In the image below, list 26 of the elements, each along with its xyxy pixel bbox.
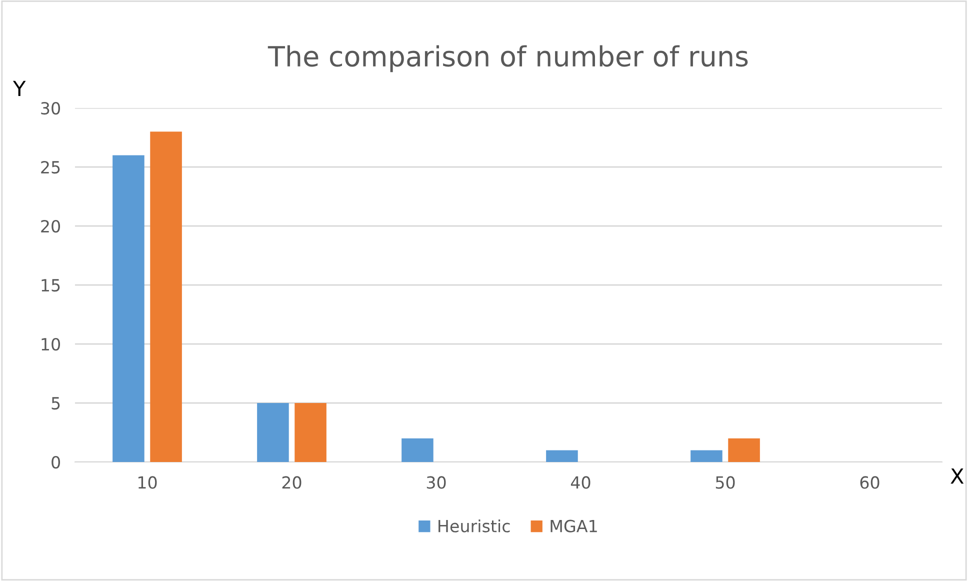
y-tick-label: 30	[41, 102, 60, 115]
legend-label: MGA1	[550, 520, 597, 532]
x-tick-label: 30	[426, 476, 446, 489]
x-tick-label: 60	[860, 476, 880, 489]
x-tick-label: 50	[716, 476, 735, 489]
bar	[546, 450, 578, 462]
bar	[112, 155, 144, 462]
y-tick-label: 10	[42, 338, 60, 351]
x-tick-label: 40	[570, 476, 590, 489]
y-tick-label: 5	[52, 397, 60, 410]
y-tick-label: 15	[42, 279, 60, 292]
bar	[257, 403, 289, 462]
x-tick-label: 20	[282, 476, 302, 489]
x-axis-title: X	[950, 468, 964, 484]
y-tick-label: 20	[41, 220, 60, 233]
x-tick-label: 10	[138, 476, 157, 489]
bar	[690, 450, 722, 462]
bar	[402, 438, 434, 462]
legend-label: Heuristic	[438, 519, 510, 532]
y-tick-label: 25	[41, 160, 60, 174]
y-axis-title: Y	[12, 80, 26, 96]
y-tick-label: 0	[52, 456, 60, 469]
bar	[150, 132, 182, 462]
bar	[294, 403, 326, 462]
chart-title: The comparison of number of runs	[268, 45, 748, 72]
bar	[728, 438, 760, 462]
